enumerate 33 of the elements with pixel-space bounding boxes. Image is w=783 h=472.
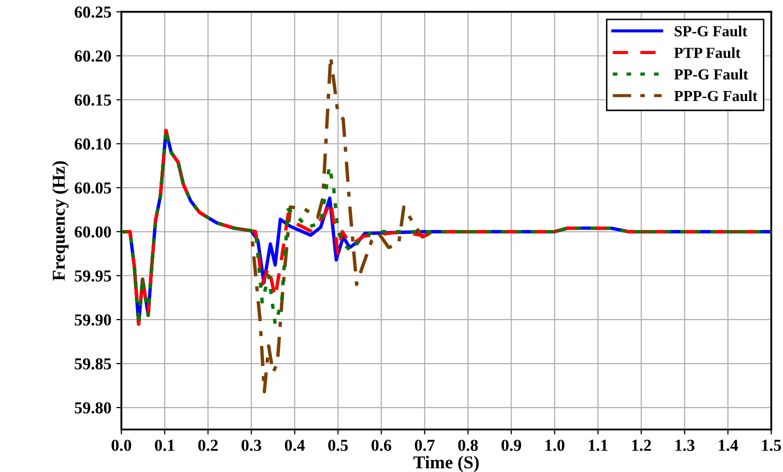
y-tick-label: 60.20 bbox=[74, 50, 112, 62]
legend-label: PTP Fault bbox=[674, 47, 740, 58]
y-axis-title: Frequency (Hz) bbox=[52, 161, 69, 281]
legend-label: PP-G Fault bbox=[674, 68, 748, 80]
legend-label: PPP-G Fault bbox=[674, 90, 758, 102]
x-tick-label: 1.3 bbox=[676, 440, 694, 452]
x-tick-label: 1.5 bbox=[762, 440, 782, 452]
x-tick-label: 1.2 bbox=[632, 440, 651, 452]
x-tick-label: 0.6 bbox=[372, 440, 392, 452]
y-tick-label: 59.90 bbox=[74, 314, 112, 326]
x-tick-label: 0.9 bbox=[502, 440, 522, 452]
y-tick-label: 60.05 bbox=[74, 182, 112, 194]
x-tick-label: 0.3 bbox=[242, 440, 262, 452]
y-tick-label: 60.00 bbox=[74, 226, 112, 238]
x-tick-label: 0.0 bbox=[112, 440, 132, 452]
x-tick-label: 1.4 bbox=[718, 440, 738, 452]
y-tick-label: 60.25 bbox=[74, 6, 112, 18]
x-tick-label: 0.4 bbox=[284, 440, 305, 452]
legend-label: SP-G Fault bbox=[674, 26, 748, 36]
line-series bbox=[121, 128, 772, 326]
y-tick-label: 60.15 bbox=[74, 94, 112, 106]
x-tick-label: 1.1 bbox=[588, 440, 608, 452]
x-tick-label: 0.7 bbox=[414, 440, 435, 452]
y-tick-label: 59.95 bbox=[74, 270, 112, 282]
x-tick-label: 0.2 bbox=[198, 440, 218, 452]
y-tick-label: 59.85 bbox=[74, 358, 112, 370]
x-tick-label: 1.0 bbox=[546, 440, 564, 452]
x-tick-label: 0.1 bbox=[154, 440, 174, 452]
x-tick-label: 0.5 bbox=[328, 440, 348, 452]
x-tick-label: 0.8 bbox=[458, 440, 478, 452]
x-axis-title: Time (S) bbox=[413, 456, 479, 472]
y-tick-label: 60.10 bbox=[74, 138, 112, 150]
y-tick-label: 59.80 bbox=[74, 402, 112, 414]
